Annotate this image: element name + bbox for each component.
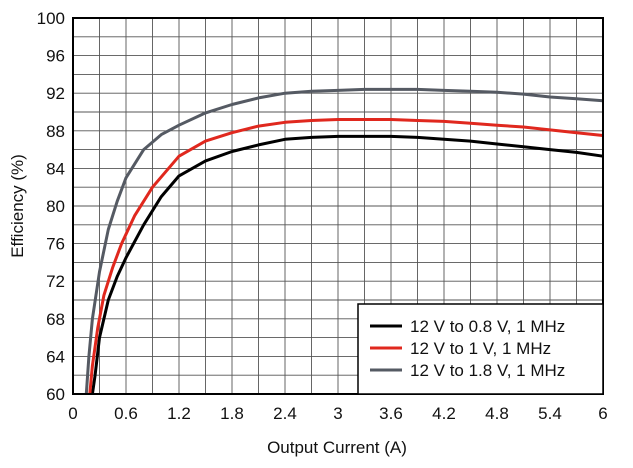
y-tick-label: 92	[46, 84, 65, 103]
x-axis-title: Output Current (A)	[267, 438, 407, 457]
x-tick-label: 0.6	[114, 404, 138, 423]
y-tick-label: 100	[37, 9, 65, 28]
x-tick-label: 2.4	[273, 404, 297, 423]
x-tick-label: 3.6	[379, 404, 403, 423]
series-lines	[84, 87, 604, 395]
y-tick-labels: 60 64 68 72 76 80 84 88 92 96 100	[37, 9, 65, 404]
x-tick-label: 5.4	[538, 404, 562, 423]
x-tick-label: 4.8	[485, 404, 509, 423]
y-tick-label: 64	[46, 347, 65, 366]
x-tick-label: 1.8	[220, 404, 244, 423]
x-tick-labels: 0 0.6 1.2 1.8 2.4 3 3.6 4.2 4.8 5.4 6	[68, 404, 607, 423]
plot-frame	[72, 17, 604, 395]
y-tick-label: 60	[46, 385, 65, 404]
legend: 12 V to 0.8 V, 1 MHz 12 V to 1 V, 1 MHz 12…	[357, 303, 604, 395]
y-axis-title: Efficiency (%)	[8, 154, 27, 258]
legend-label: 12 V to 1 V, 1 MHz	[410, 339, 551, 358]
y-tick-label: 76	[46, 235, 65, 254]
series-line-2	[88, 118, 604, 395]
y-tick-label: 84	[46, 159, 65, 178]
legend-label: 12 V to 1.8 V, 1 MHz	[410, 361, 565, 380]
y-tick-label: 96	[46, 47, 65, 66]
y-tick-label: 72	[46, 272, 65, 291]
x-tick-label: 1.2	[167, 404, 191, 423]
x-tick-label: 3	[333, 404, 342, 423]
x-tick-label: 0	[68, 404, 77, 423]
plot-border	[72, 17, 604, 395]
y-tick-label: 68	[46, 310, 65, 329]
series-line-1	[90, 134, 604, 395]
x-tick-label: 4.2	[432, 404, 456, 423]
y-tick-label: 80	[46, 197, 65, 216]
series-line-3	[84, 87, 604, 395]
legend-label: 12 V to 0.8 V, 1 MHz	[410, 317, 565, 336]
x-tick-label: 6	[598, 404, 607, 423]
y-tick-label: 88	[46, 122, 65, 141]
